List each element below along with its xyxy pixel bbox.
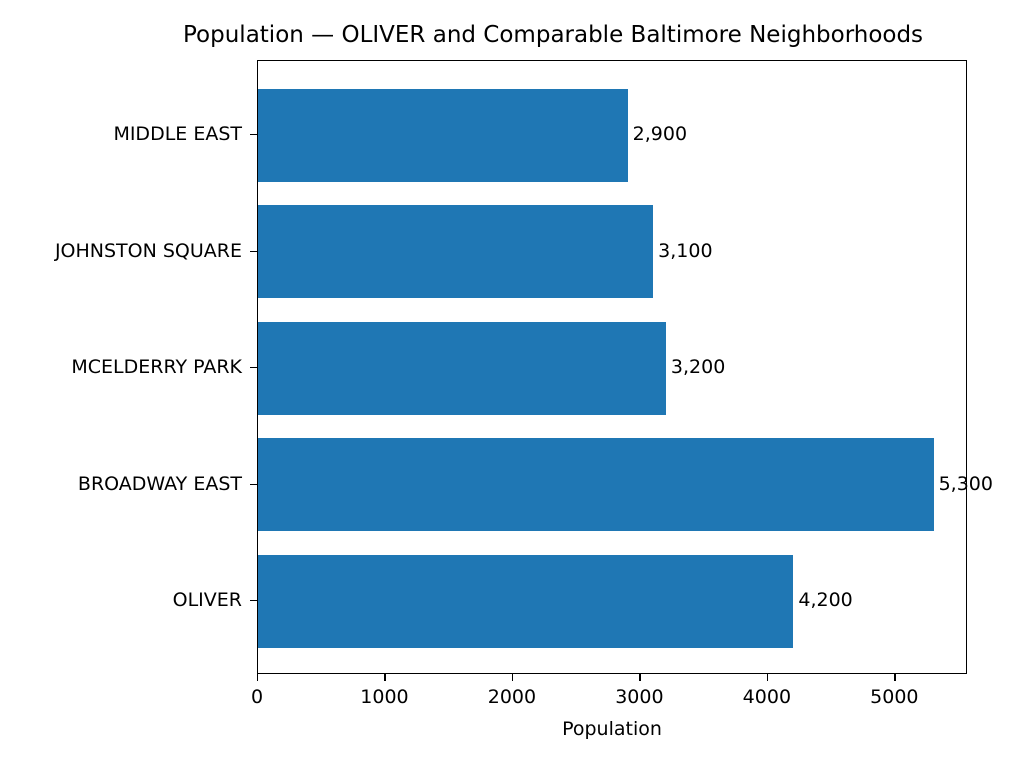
- x-tick-label: 2000: [487, 686, 537, 708]
- bar: [258, 321, 666, 415]
- x-tick: [766, 674, 769, 681]
- plot-area: [257, 60, 967, 674]
- y-tick: [250, 600, 257, 602]
- y-tick: [250, 250, 257, 252]
- data-label: 3,200: [670, 356, 726, 378]
- bar: [258, 554, 794, 648]
- data-label: 4,200: [798, 589, 853, 611]
- x-tick-label: 3000: [615, 686, 664, 708]
- x-tick: [511, 674, 514, 681]
- x-tick: [894, 674, 896, 681]
- data-label: 5,300: [938, 472, 993, 495]
- x-tick-label: 0: [250, 686, 264, 708]
- bar: [258, 88, 628, 182]
- chart-title: Population — OLIVER and Comparable Balti…: [183, 22, 924, 48]
- x-tick: [257, 674, 259, 681]
- y-tick-label: MCELDERRY PARK: [71, 356, 242, 378]
- data-label: 2,900: [632, 123, 688, 145]
- y-tick: [250, 483, 257, 485]
- y-tick-label: OLIVER: [172, 589, 242, 611]
- data-label: 3,100: [658, 239, 713, 262]
- x-tick: [384, 674, 386, 681]
- x-tick-label: 5000: [870, 686, 919, 708]
- y-tick-label: JOHNSTON SQUARE: [54, 239, 242, 262]
- y-tick: [250, 134, 257, 136]
- x-tick: [639, 674, 641, 681]
- bar: [258, 205, 654, 298]
- x-tick-label: 4000: [742, 686, 792, 708]
- x-axis-title: Population: [562, 718, 662, 740]
- y-tick-label: MIDDLE EAST: [113, 123, 242, 145]
- y-tick: [250, 367, 257, 369]
- x-tick-label: 1000: [360, 686, 409, 708]
- bar: [258, 438, 934, 531]
- y-tick-label: BROADWAY EAST: [77, 472, 242, 495]
